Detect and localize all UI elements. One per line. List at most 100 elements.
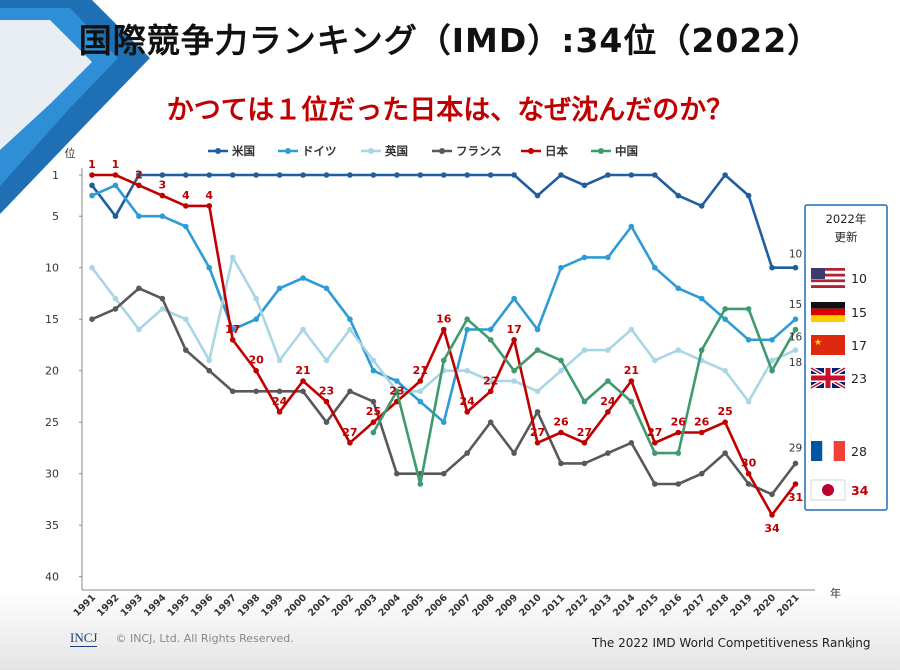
- y-tick-label: 10: [45, 262, 59, 275]
- data-point: [347, 326, 353, 333]
- japan-data-label: 27: [342, 426, 357, 439]
- data-point: [183, 347, 189, 353]
- data-point: [769, 491, 775, 498]
- us-flag-stripe: [811, 279, 845, 283]
- japan-data-label: 4: [205, 189, 213, 202]
- data-point: [605, 378, 611, 384]
- japan-data-label: 21: [624, 364, 639, 377]
- japan-data-label: 27: [647, 426, 662, 439]
- page-title: 国際競争力ランキング（IMD）:34位（2022）: [78, 21, 822, 60]
- us-flag-stripe: [811, 268, 845, 271]
- data-point: [628, 378, 635, 384]
- end-data-label: 15: [789, 299, 802, 311]
- data-point: [792, 264, 799, 271]
- japan-data-label: 26: [694, 416, 710, 429]
- data-point: [558, 460, 564, 467]
- jp-flag-disc: [822, 484, 834, 496]
- data-point: [394, 172, 400, 178]
- right-panel: [804, 204, 888, 511]
- data-point: [722, 450, 728, 456]
- right-panel-rank: 15: [851, 305, 867, 320]
- data-point: [722, 419, 728, 426]
- data-point: [347, 316, 353, 323]
- data-point: [792, 316, 799, 323]
- data-point: [159, 306, 166, 312]
- data-point: [206, 172, 213, 178]
- japan-data-label: 17: [506, 323, 521, 336]
- legend-marker: [368, 148, 374, 154]
- data-point: [276, 285, 283, 292]
- data-point: [675, 347, 682, 353]
- japan-data-label: 17: [225, 323, 240, 336]
- data-point: [136, 182, 142, 189]
- data-point: [229, 172, 236, 178]
- data-point: [722, 172, 728, 178]
- data-point: [440, 419, 447, 426]
- data-point: [605, 172, 611, 178]
- data-point: [511, 378, 517, 384]
- japan-data-label: 30: [741, 457, 757, 470]
- data-point: [745, 470, 752, 477]
- series-line: [90, 173, 796, 269]
- data-point: [323, 419, 330, 426]
- page-number: 1: [848, 640, 855, 651]
- japan-data-label: 25: [366, 405, 381, 418]
- japan-data-label: 22: [483, 374, 498, 387]
- data-point: [652, 450, 658, 456]
- data-point: [652, 357, 658, 364]
- japan-data-label: 23: [319, 385, 334, 398]
- data-point: [89, 264, 95, 271]
- data-point: [534, 440, 541, 446]
- data-point: [417, 172, 424, 178]
- data-point: [534, 347, 541, 353]
- data-point: [745, 481, 752, 487]
- data-point: [769, 357, 775, 364]
- data-point: [745, 398, 752, 405]
- right-panel-title: 2022年: [826, 212, 867, 226]
- data-point: [229, 337, 236, 343]
- data-point: [159, 213, 166, 219]
- data-point: [605, 450, 611, 456]
- x-tick-label: 2010: [517, 592, 544, 619]
- data-point: [698, 470, 705, 477]
- data-point: [792, 460, 799, 467]
- data-point: [464, 172, 471, 178]
- data-point: [347, 388, 353, 395]
- data-point: [89, 182, 95, 189]
- data-point: [722, 316, 728, 323]
- right-panel-subtitle: 更新: [835, 230, 858, 244]
- x-tick-label: 2001: [306, 592, 332, 618]
- data-point: [253, 316, 259, 323]
- x-tick-label: 2006: [423, 592, 450, 619]
- y-axis-label: 位: [65, 146, 76, 160]
- x-tick-label: 2015: [634, 592, 660, 618]
- data-point: [534, 192, 541, 199]
- data-point: [581, 440, 588, 446]
- data-point: [675, 450, 682, 456]
- data-point: [417, 388, 424, 395]
- data-point: [370, 419, 377, 426]
- end-data-label: 29: [789, 442, 802, 454]
- data-point: [112, 182, 119, 189]
- data-point: [792, 326, 799, 333]
- data-point: [698, 347, 705, 353]
- data-point: [722, 367, 728, 374]
- data-point: [253, 367, 259, 374]
- japan-data-label: 34: [764, 522, 780, 535]
- x-tick-label: 1998: [236, 592, 263, 619]
- data-point: [323, 172, 330, 178]
- us-flag-canton: [811, 268, 825, 279]
- data-point: [112, 172, 119, 178]
- data-point: [511, 450, 517, 456]
- data-point: [675, 285, 682, 292]
- x-tick-label: 2007: [447, 592, 473, 618]
- data-point: [605, 254, 611, 261]
- data-point: [605, 409, 611, 415]
- data-point: [347, 172, 353, 178]
- us-flag-stripe: [811, 276, 845, 280]
- data-point: [581, 460, 588, 467]
- japan-data-label: 2: [135, 168, 143, 181]
- data-point: [769, 337, 775, 343]
